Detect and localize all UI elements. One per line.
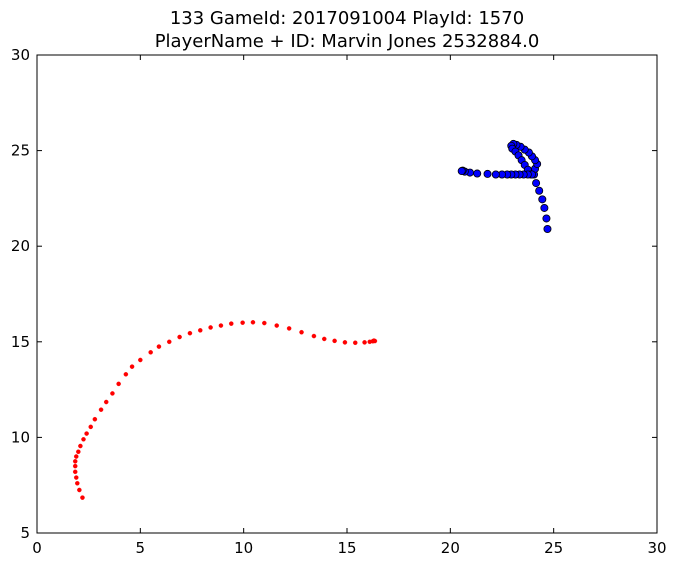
data-point xyxy=(198,328,203,333)
y-tick-label: 5 xyxy=(20,524,30,542)
data-point xyxy=(103,399,109,405)
data-point xyxy=(353,340,358,346)
data-point xyxy=(250,320,256,325)
x-tick-label: 0 xyxy=(32,539,42,557)
data-point xyxy=(148,350,153,355)
data-point xyxy=(167,339,172,345)
data-point xyxy=(540,203,549,212)
data-point xyxy=(187,330,193,336)
data-point xyxy=(208,325,213,330)
data-point xyxy=(299,329,304,335)
data-point xyxy=(372,338,378,344)
data-point xyxy=(543,224,552,233)
series-0 xyxy=(72,320,378,500)
data-point xyxy=(322,336,327,342)
data-point xyxy=(229,321,234,326)
data-point xyxy=(473,169,482,178)
data-point xyxy=(84,431,89,436)
data-point xyxy=(491,170,500,179)
data-point xyxy=(110,391,115,396)
data-point xyxy=(98,407,104,412)
data-point xyxy=(240,320,245,325)
data-point xyxy=(75,481,80,486)
data-point xyxy=(483,169,492,178)
x-tick-label: 30 xyxy=(647,539,666,557)
data-point xyxy=(332,338,337,344)
x-tick-label: 10 xyxy=(234,539,253,557)
data-point xyxy=(74,454,79,459)
data-point xyxy=(74,475,79,480)
data-point xyxy=(457,167,466,176)
data-point xyxy=(532,179,541,188)
data-point xyxy=(156,344,162,349)
data-point xyxy=(311,333,317,339)
data-point xyxy=(538,195,547,204)
data-point xyxy=(535,186,544,195)
data-point xyxy=(129,364,135,369)
data-point xyxy=(274,323,279,328)
data-layer xyxy=(72,139,552,500)
data-point xyxy=(218,323,224,328)
y-tick-label: 25 xyxy=(11,142,30,160)
data-point xyxy=(72,463,78,469)
data-point xyxy=(88,424,93,430)
y-tick-label: 15 xyxy=(11,333,30,351)
data-point xyxy=(262,320,267,326)
chart-subtitle: PlayerName + ID: Marvin Jones 2532884.0 xyxy=(155,31,540,52)
y-tick-label: 10 xyxy=(11,428,30,446)
x-tick-label: 5 xyxy=(136,539,146,557)
data-point xyxy=(138,357,143,363)
data-point xyxy=(116,381,121,387)
chart-title: 133 GameId: 2017091004 PlayId: 1570 xyxy=(170,8,524,29)
y-tick-label: 20 xyxy=(11,237,30,255)
data-point xyxy=(542,214,551,223)
plot-frame xyxy=(36,54,658,534)
y-tick-label: 30 xyxy=(11,46,30,64)
data-point xyxy=(78,443,83,449)
data-point xyxy=(76,449,81,454)
data-point xyxy=(123,372,129,377)
data-point xyxy=(80,495,85,500)
data-point xyxy=(92,416,98,422)
data-point xyxy=(177,334,182,340)
data-point xyxy=(342,340,348,345)
data-point xyxy=(81,437,86,442)
series-1 xyxy=(457,139,552,233)
data-point xyxy=(286,326,292,331)
data-point xyxy=(362,340,367,345)
x-tick-label: 25 xyxy=(544,539,563,557)
data-point xyxy=(72,469,78,475)
x-tick-label: 15 xyxy=(337,539,356,557)
data-point xyxy=(72,459,78,464)
x-tick-label: 20 xyxy=(441,539,460,557)
data-point xyxy=(77,487,82,493)
